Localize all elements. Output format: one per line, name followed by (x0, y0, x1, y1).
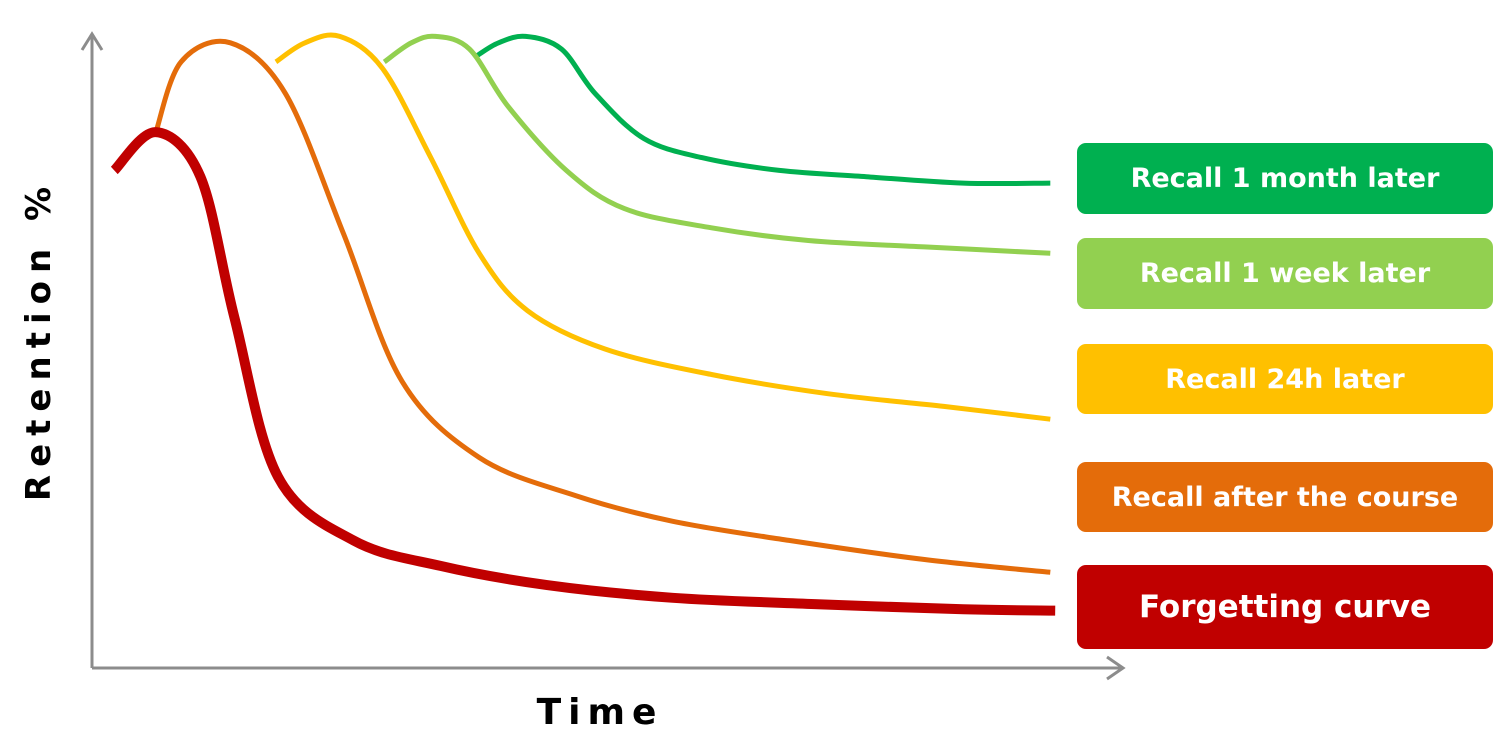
y-axis-arrow (80, 31, 104, 51)
x-axis-arrow (1106, 655, 1126, 681)
x-axis-label: Time (537, 692, 664, 733)
legend-label: Recall 1 week later (1139, 258, 1431, 289)
legend-item-recall-after-course: Recall after the course (1077, 462, 1493, 532)
legend-item-recall-1-week: Recall 1 week later (1077, 238, 1493, 309)
series-line-recall-1-week-later (382, 33, 1051, 256)
y-axis-label: Retention % (19, 179, 59, 501)
legend-label: Recall 24h later (1165, 363, 1405, 395)
series-layer (110, 32, 1056, 616)
axes (80, 31, 1126, 681)
series-line-recall-1-month-later (475, 33, 1051, 187)
series-line-forgetting-curve (110, 127, 1056, 616)
legend-label: Forgetting curve (1138, 589, 1431, 625)
series-line-recall-after-the-course (153, 38, 1051, 575)
legend-label: Recall after the course (1111, 481, 1459, 513)
legend-item-recall-24h: Recall 24h later (1077, 344, 1493, 414)
series-line-recall-24h-later (274, 32, 1051, 422)
legend-item-forgetting-curve: Forgetting curve (1077, 565, 1493, 649)
legend-label: Recall 1 month later (1130, 163, 1440, 194)
legend-item-recall-1-month: Recall 1 month later (1077, 143, 1493, 214)
